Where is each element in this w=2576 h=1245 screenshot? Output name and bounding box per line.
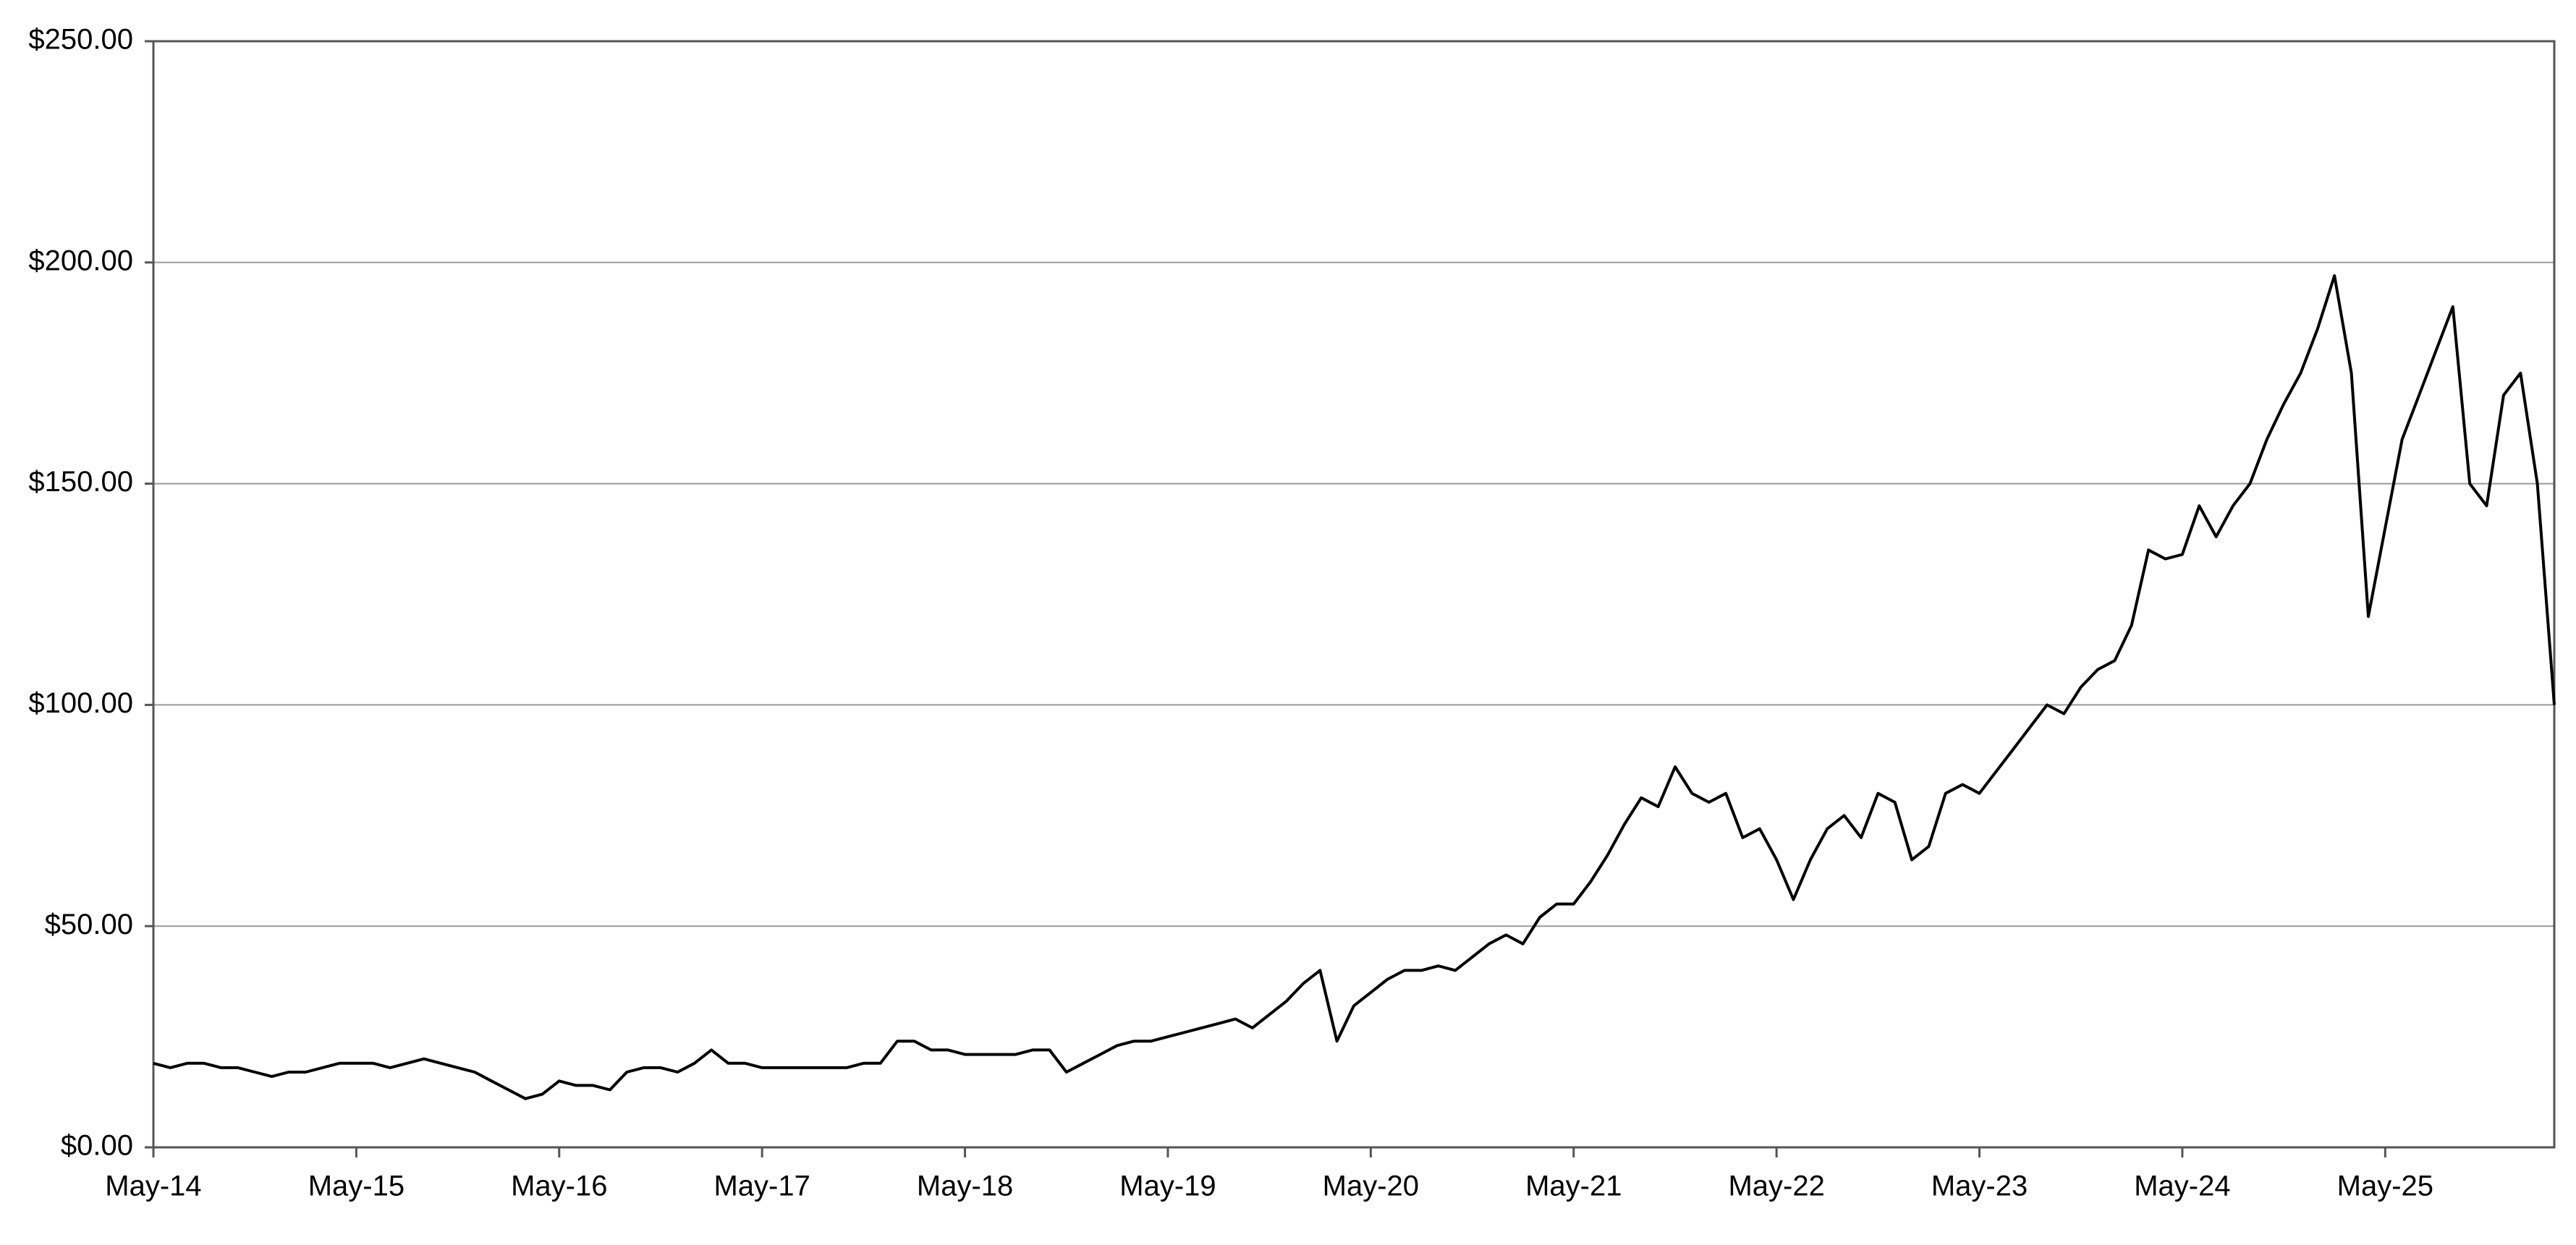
x-tick-label: May-17 — [713, 1170, 810, 1202]
y-tick-label: $0.00 — [61, 1130, 133, 1162]
x-tick-label: May-23 — [1931, 1170, 2028, 1202]
y-tick-label: $50.00 — [45, 909, 133, 940]
y-tick-label: $100.00 — [28, 687, 133, 719]
x-tick-label: May-24 — [2134, 1170, 2230, 1202]
x-tick-label: May-22 — [1728, 1170, 1824, 1202]
plot-frame — [152, 40, 2556, 1149]
y-tick-label: $150.00 — [28, 466, 133, 498]
y-tick-label: $200.00 — [28, 245, 133, 276]
x-tick-label: May-19 — [1119, 1170, 1216, 1202]
price-line — [153, 274, 2556, 1100]
y-tick-label: $250.00 — [28, 24, 133, 56]
x-tick-label: May-25 — [2337, 1170, 2433, 1202]
x-tick-label: May-21 — [1525, 1170, 1622, 1202]
x-tick-label: May-16 — [511, 1170, 607, 1202]
x-tick-label: May-18 — [917, 1170, 1013, 1202]
x-tick-label: May-14 — [105, 1170, 201, 1202]
x-tick-label: May-20 — [1323, 1170, 1419, 1202]
x-tick-label: May-15 — [308, 1170, 404, 1202]
